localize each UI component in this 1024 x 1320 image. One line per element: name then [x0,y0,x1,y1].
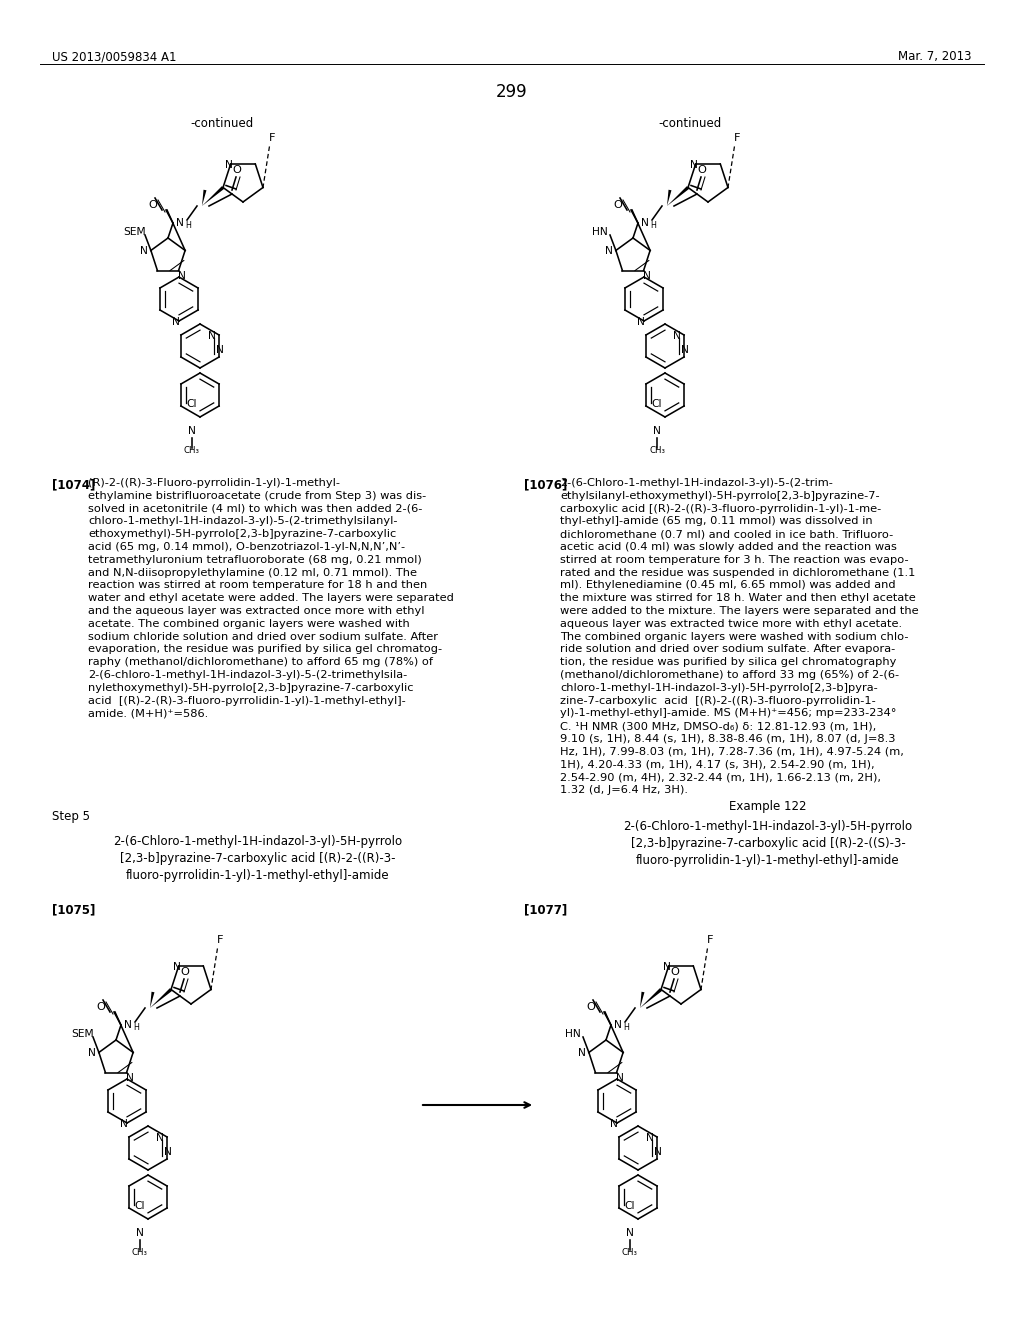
Text: N: N [637,317,645,327]
Text: CH₃: CH₃ [184,446,200,455]
Text: N: N [120,1119,128,1129]
Text: CH₃: CH₃ [622,1247,638,1257]
Text: [1074]: [1074] [52,478,95,491]
Text: SEM: SEM [124,227,146,238]
Polygon shape [640,989,663,1008]
Text: N: N [124,1020,132,1030]
Text: 299: 299 [497,83,527,102]
Text: HN: HN [592,227,608,238]
Text: O: O [671,968,680,977]
Text: N: N [663,962,671,972]
Text: F: F [268,133,275,143]
Text: US 2013/0059834 A1: US 2013/0059834 A1 [52,50,176,63]
Text: N: N [578,1048,586,1059]
Text: N: N [616,1073,624,1082]
Text: N: N [208,331,216,341]
Text: 2-(6-Chloro-1-methyl-1H-indazol-3-yl)-5H-pyrrolo
[2,3-b]pyrazine-7-carboxylic ac: 2-(6-Chloro-1-methyl-1H-indazol-3-yl)-5H… [114,836,402,882]
Polygon shape [640,991,644,1008]
Text: [1077]: [1077] [524,903,567,916]
Polygon shape [150,989,172,1008]
Text: N: N [646,1133,654,1143]
Text: H: H [133,1023,139,1032]
Text: O: O [697,165,707,176]
Text: Cl: Cl [186,399,197,409]
Polygon shape [202,190,207,206]
Text: -continued: -continued [658,117,722,129]
Text: CH₃: CH₃ [132,1247,148,1257]
Text: N: N [172,317,180,327]
Text: 2-(6-Chloro-1-methyl-1H-indazol-3-yl)-5-(2-trim-
ethylsilanyl-ethoxymethyl)-5H-p: 2-(6-Chloro-1-methyl-1H-indazol-3-yl)-5-… [560,478,919,795]
Text: CH₃: CH₃ [649,446,665,455]
Polygon shape [667,190,672,206]
Text: Example 122: Example 122 [729,800,807,813]
Text: Mar. 7, 2013: Mar. 7, 2013 [898,50,972,63]
Text: N: N [88,1048,96,1059]
Text: H: H [623,1023,629,1032]
Text: O: O [587,1002,595,1012]
Text: N: N [605,247,613,256]
Text: N: N [653,426,660,436]
Text: Cl: Cl [134,1201,144,1210]
Polygon shape [150,991,155,1008]
Text: O: O [180,968,189,977]
Text: F: F [734,133,740,143]
Text: H: H [185,220,190,230]
Text: N: N [126,1073,134,1082]
Text: SEM: SEM [72,1030,94,1039]
Text: [1075]: [1075] [52,903,95,916]
Text: N: N [173,962,180,972]
Text: F: F [707,935,714,945]
Text: O: O [613,201,623,210]
Text: F: F [217,935,223,945]
Text: N: N [690,160,697,170]
Text: N: N [176,218,184,228]
Text: N: N [614,1020,622,1030]
Text: O: O [96,1002,105,1012]
Text: (R)-2-((R)-3-Fluoro-pyrrolidin-1-yl)-1-methyl-
ethylamine bistrifluoroacetate (c: (R)-2-((R)-3-Fluoro-pyrrolidin-1-yl)-1-m… [88,478,454,718]
Text: N: N [610,1119,618,1129]
Text: HN: HN [565,1030,581,1039]
Text: N: N [188,426,196,436]
Text: O: O [148,201,158,210]
Text: N: N [136,1228,144,1238]
Text: N: N [224,160,232,170]
Text: -continued: -continued [190,117,254,129]
Text: Cl: Cl [651,399,662,409]
Text: N: N [140,247,147,256]
Text: N: N [641,218,649,228]
Text: H: H [650,220,656,230]
Text: N: N [681,345,689,355]
Text: N: N [216,345,224,355]
Text: Cl: Cl [624,1201,635,1210]
Text: N: N [626,1228,634,1238]
Text: N: N [673,331,681,341]
Polygon shape [202,186,224,206]
Text: O: O [232,165,242,176]
Polygon shape [667,186,689,206]
Text: N: N [643,271,651,281]
Text: N: N [178,271,186,281]
Text: N: N [164,1147,172,1158]
Text: Step 5: Step 5 [52,810,90,822]
Text: N: N [654,1147,662,1158]
Text: 2-(6-Chloro-1-methyl-1H-indazol-3-yl)-5H-pyrrolo
[2,3-b]pyrazine-7-carboxylic ac: 2-(6-Chloro-1-methyl-1H-indazol-3-yl)-5H… [624,820,912,867]
Text: [1076]: [1076] [524,478,567,491]
Text: N: N [157,1133,164,1143]
